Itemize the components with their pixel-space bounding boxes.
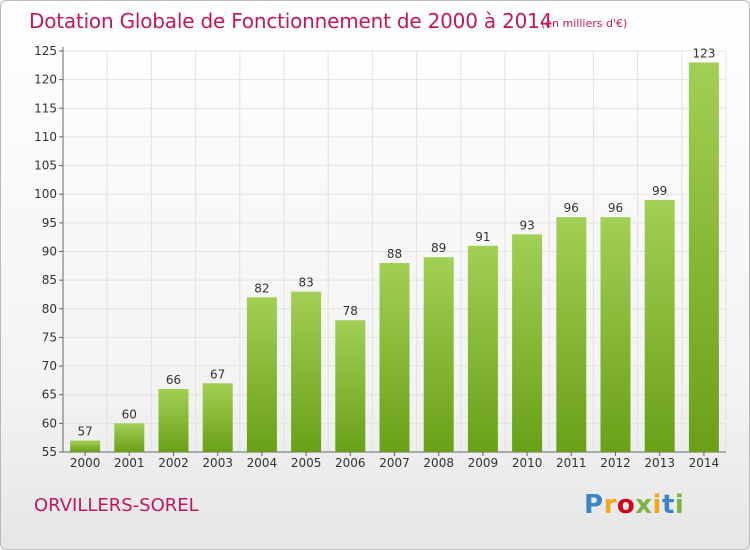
data-label: 60 [122, 407, 137, 421]
chart-title: Dotation Globale de Fonctionnement de 20… [29, 9, 553, 33]
bar [70, 440, 101, 452]
x-tick-label: 2001 [114, 456, 145, 470]
y-tick-label: 55 [42, 445, 57, 459]
data-labels: 57 60 66 67 82 83 78 88 89 91 93 96 96 99 123 [77, 46, 715, 438]
x-tick-label: 2007 [379, 456, 410, 470]
y-tick-label: 65 [42, 388, 57, 402]
logo-letter: o [616, 490, 636, 520]
y-tick-label: 115 [34, 101, 57, 115]
x-tick-label: 2000 [70, 456, 101, 470]
proxiti-logo[interactable]: Proxiti [584, 490, 684, 520]
data-label: 78 [343, 304, 358, 318]
x-tick-label: 2010 [512, 456, 543, 470]
data-label: 93 [519, 218, 534, 232]
x-tick-label: 2008 [423, 456, 454, 470]
x-tick-label: 2004 [247, 456, 278, 470]
data-label: 96 [564, 201, 579, 215]
y-tick-label: 100 [34, 187, 57, 201]
logo-letter: P [584, 490, 604, 520]
y-tick-label: 80 [42, 302, 57, 316]
city-name: ORVILLERS-SOREL [34, 495, 199, 516]
y-tick-label: 90 [42, 245, 57, 259]
x-tick-label: 2005 [291, 456, 322, 470]
logo-letter: x [635, 490, 653, 520]
data-label: 96 [608, 201, 623, 215]
data-label: 88 [387, 247, 402, 261]
bar [335, 320, 366, 452]
bar [423, 257, 454, 452]
y-tick-label: 85 [42, 273, 57, 287]
data-label: 123 [692, 46, 715, 60]
x-tick-label: 2003 [202, 456, 233, 470]
logo-letter: t [661, 490, 675, 520]
x-tick-label: 2009 [468, 456, 499, 470]
bar [291, 291, 322, 452]
y-tick-label: 60 [42, 416, 57, 430]
y-tick-labels: 55 60 65 70 75 80 85 90 95 100 105 110 115 120 125 [34, 44, 57, 459]
data-label: 83 [298, 276, 313, 290]
data-label: 99 [652, 184, 667, 198]
bar [246, 297, 277, 452]
data-label: 67 [210, 367, 225, 381]
y-tick-label: 120 [34, 73, 57, 87]
x-tick-labels: 2000 2001 2002 2003 2004 2005 2006 2007 2008 2009… [70, 456, 719, 470]
data-label: 82 [254, 281, 269, 295]
bar [158, 388, 189, 452]
bar [556, 217, 587, 452]
data-label: 89 [431, 241, 446, 255]
y-tick-label: 95 [42, 216, 57, 230]
x-tick-label: 2002 [158, 456, 189, 470]
x-tick-label: 2013 [644, 456, 675, 470]
data-label: 66 [166, 373, 181, 387]
bar [512, 234, 543, 452]
bar [379, 262, 410, 452]
x-tick-label: 2006 [335, 456, 366, 470]
data-label: 57 [77, 425, 92, 439]
bar [202, 383, 233, 452]
data-label: 91 [475, 230, 490, 244]
y-tick-label: 110 [34, 130, 57, 144]
chart-subtitle: (en milliers d'€) [541, 17, 628, 30]
x-tick-label: 2011 [556, 456, 587, 470]
bar [467, 245, 498, 452]
bar [600, 217, 631, 452]
x-tick-label: 2014 [689, 456, 720, 470]
y-tick-label: 105 [34, 159, 57, 173]
bar [688, 62, 719, 452]
logo-letter: i [652, 490, 662, 520]
bar [644, 199, 675, 452]
bar [114, 423, 145, 452]
y-tick-label: 75 [42, 330, 57, 344]
bars [70, 62, 719, 452]
logo-letter: r [603, 490, 617, 520]
x-tick-label: 2012 [600, 456, 631, 470]
logo-letter: i [674, 490, 685, 520]
y-tick-label: 125 [34, 44, 57, 58]
y-tick-label: 70 [42, 359, 57, 373]
